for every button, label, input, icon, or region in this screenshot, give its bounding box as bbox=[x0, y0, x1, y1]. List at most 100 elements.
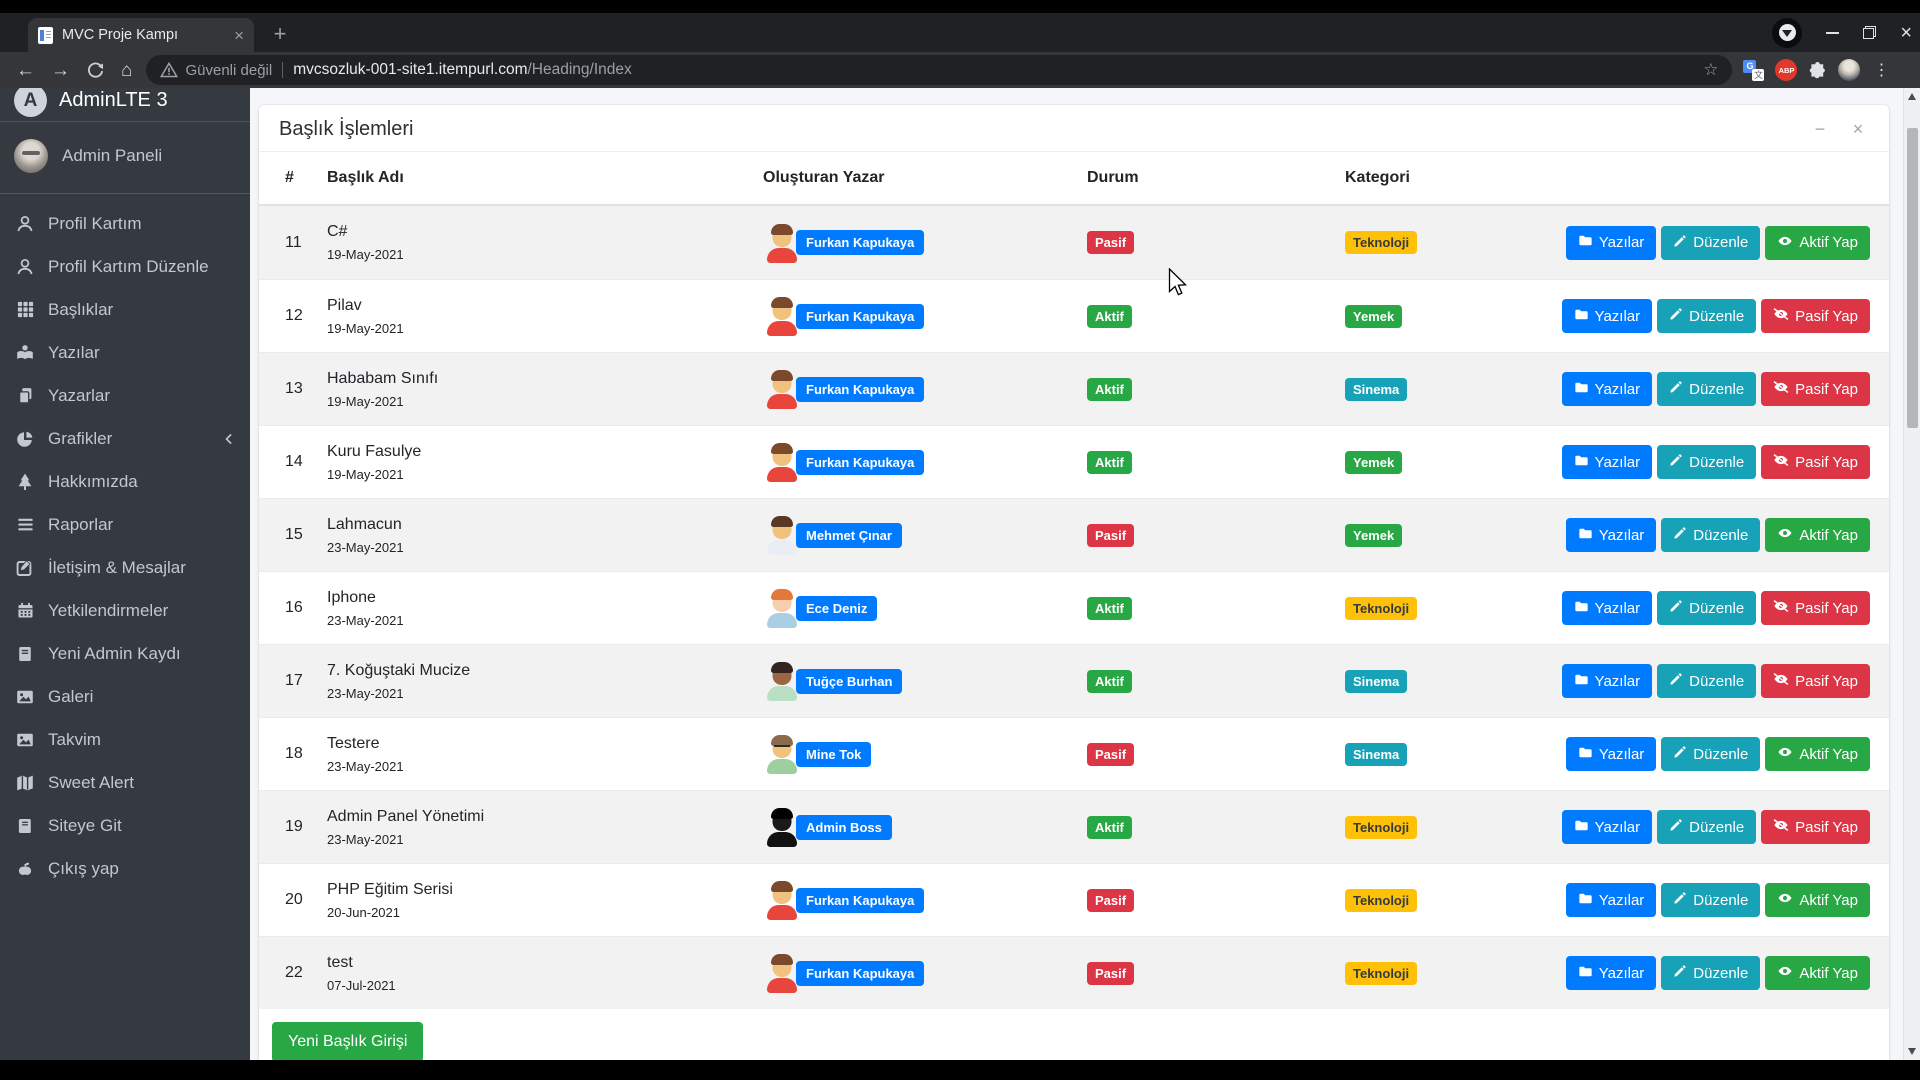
duzenle-button[interactable]: Düzenle bbox=[1661, 737, 1761, 771]
author-badge: Mine Tok bbox=[796, 741, 872, 767]
yazilar-button[interactable]: Yazılar bbox=[1561, 372, 1653, 406]
sidebar-item-takvim[interactable]: Takvim bbox=[0, 718, 250, 761]
yazilar-button[interactable]: Yazılar bbox=[1565, 737, 1657, 771]
duzenle-button[interactable]: Düzenle bbox=[1661, 883, 1761, 917]
scrollbar[interactable] bbox=[1903, 88, 1920, 1060]
row-date: 19-May-2021 bbox=[327, 320, 404, 336]
duzenle-button[interactable]: Düzenle bbox=[1657, 445, 1757, 479]
back-icon[interactable]: ← bbox=[16, 59, 35, 81]
window-minimize-button[interactable] bbox=[1826, 31, 1840, 34]
new-tab-button[interactable]: + bbox=[273, 21, 287, 46]
aktif-yap-button[interactable]: Aktif Yap bbox=[1765, 956, 1870, 990]
pasif-yap-button[interactable]: Pasif Yap bbox=[1761, 591, 1870, 625]
user-panel[interactable]: Admin Paneli bbox=[0, 122, 250, 194]
folder-icon bbox=[1574, 307, 1589, 326]
author-avatar bbox=[763, 953, 801, 993]
pasif-yap-button[interactable]: Pasif Yap bbox=[1761, 299, 1870, 333]
scroll-up-icon[interactable] bbox=[1908, 93, 1916, 100]
eye-slash-icon bbox=[1773, 671, 1789, 691]
browser-profile-avatar[interactable] bbox=[1838, 59, 1861, 81]
author-avatar bbox=[763, 807, 801, 847]
sidebar-item-raporlar[interactable]: Raporlar bbox=[0, 503, 250, 546]
sidebar-item-i-leti-im-mesajlar[interactable]: İletişim & Mesajlar bbox=[0, 546, 250, 589]
forward-icon[interactable]: → bbox=[51, 59, 70, 81]
tab-close-icon[interactable]: × bbox=[234, 25, 244, 45]
row-title: Testere bbox=[327, 734, 380, 752]
aktif-yap-button[interactable]: Aktif Yap bbox=[1765, 883, 1870, 917]
yazilar-button[interactable]: Yazılar bbox=[1565, 883, 1657, 917]
sidebar-item-hakk-m-zda[interactable]: Hakkımızda bbox=[0, 460, 250, 503]
sidebar-item-yaz-lar[interactable]: Yazılar bbox=[0, 331, 250, 374]
yazilar-button[interactable]: Yazılar bbox=[1565, 225, 1657, 260]
pasif-yap-button[interactable]: Pasif Yap bbox=[1761, 372, 1870, 406]
adblock-extension-icon[interactable]: ABP bbox=[1775, 59, 1798, 81]
sidebar-item-siteye-git[interactable]: Siteye Git bbox=[0, 804, 250, 847]
duzenle-button[interactable]: Düzenle bbox=[1657, 664, 1757, 698]
browser-menu-icon[interactable]: ⋮ bbox=[1873, 62, 1890, 79]
duzenle-button[interactable]: Düzenle bbox=[1657, 299, 1757, 333]
aktif-yap-button[interactable]: Aktif Yap bbox=[1765, 737, 1870, 771]
folder-icon bbox=[1578, 891, 1593, 910]
yazilar-button[interactable]: Yazılar bbox=[1561, 445, 1653, 479]
duzenle-button[interactable]: Düzenle bbox=[1657, 372, 1757, 406]
extensions-puzzle-icon[interactable] bbox=[1808, 61, 1827, 80]
duzenle-button[interactable]: Düzenle bbox=[1657, 591, 1757, 625]
duzenle-button[interactable]: Düzenle bbox=[1661, 225, 1761, 260]
browser-tabstrip: MVC Proje Kampı × + × bbox=[0, 13, 1920, 52]
home-icon[interactable]: ⌂ bbox=[121, 59, 133, 81]
card-minimize-icon[interactable]: − bbox=[1814, 119, 1826, 139]
sidebar-item-yeni-admin-kayd-[interactable]: Yeni Admin Kaydı bbox=[0, 632, 250, 675]
sidebar-item-ba-l-klar[interactable]: Başlıklar bbox=[0, 288, 250, 331]
pasif-yap-button[interactable]: Pasif Yap bbox=[1761, 810, 1870, 844]
security-warning-text[interactable]: Güvenli değil bbox=[185, 61, 273, 79]
table-row: 15 Lahmacun 23-May-2021 Mehmet Çınar Pas… bbox=[259, 498, 1889, 571]
sidebar-item-galeri[interactable]: Galeri bbox=[0, 675, 250, 718]
duzenle-button[interactable]: Düzenle bbox=[1661, 956, 1761, 990]
author-avatar bbox=[763, 515, 801, 555]
scroll-down-icon[interactable] bbox=[1908, 1048, 1916, 1055]
yazilar-button[interactable]: Yazılar bbox=[1565, 956, 1657, 990]
duzenle-button[interactable]: Düzenle bbox=[1661, 518, 1761, 552]
yazilar-button[interactable]: Yazılar bbox=[1561, 591, 1653, 625]
category-badge: Sinema bbox=[1345, 742, 1408, 766]
tree-icon bbox=[14, 472, 36, 492]
new-title-button[interactable]: Yeni Başlık Girişi bbox=[272, 1022, 424, 1060]
sidebar-item-sweet-alert[interactable]: Sweet Alert bbox=[0, 761, 250, 804]
sidebar-item-label: Profil Kartım Düzenle bbox=[48, 256, 209, 276]
address-bar[interactable]: Güvenli değil mvcsozluk-001-site1.itempu… bbox=[146, 55, 1733, 85]
yazilar-button[interactable]: Yazılar bbox=[1565, 518, 1657, 552]
sidebar-item--k-yap[interactable]: Çıkış yap bbox=[0, 847, 250, 890]
sidebar-item-label: İletişim & Mesajlar bbox=[48, 557, 186, 577]
recording-indicator-icon[interactable] bbox=[1772, 17, 1803, 48]
window-close-button[interactable]: × bbox=[1900, 21, 1912, 44]
reload-icon[interactable] bbox=[86, 61, 105, 80]
image-icon bbox=[14, 687, 36, 707]
card-close-icon[interactable]: × bbox=[1852, 119, 1864, 139]
sidebar-item-profil-kart-m[interactable]: Profil Kartım bbox=[0, 202, 250, 245]
scrollbar-thumb[interactable] bbox=[1907, 128, 1918, 428]
author-avatar bbox=[763, 442, 801, 482]
pencil-icon bbox=[1669, 672, 1683, 690]
sidebar-item-grafikler[interactable]: Grafikler bbox=[0, 417, 250, 460]
sidebar-item-yetkilendirmeler[interactable]: Yetkilendirmeler bbox=[0, 589, 250, 632]
translate-extension-icon[interactable]: G 文 bbox=[1743, 59, 1765, 81]
sidebar-item-label: Profil Kartım bbox=[48, 213, 142, 233]
browser-tab[interactable]: MVC Proje Kampı × bbox=[28, 18, 254, 52]
window-restore-button[interactable] bbox=[1863, 26, 1877, 39]
bookmark-star-icon[interactable]: ☆ bbox=[1703, 60, 1719, 79]
pasif-yap-button[interactable]: Pasif Yap bbox=[1761, 664, 1870, 698]
sidebar-item-yazarlar[interactable]: Yazarlar bbox=[0, 374, 250, 417]
row-title: Kuru Fasulye bbox=[327, 442, 422, 460]
letterbox-bottom bbox=[0, 1060, 1920, 1080]
pasif-yap-button[interactable]: Pasif Yap bbox=[1761, 445, 1870, 479]
yazilar-button[interactable]: Yazılar bbox=[1561, 664, 1653, 698]
yazilar-button[interactable]: Yazılar bbox=[1561, 810, 1653, 844]
author-avatar bbox=[763, 880, 801, 920]
aktif-yap-button[interactable]: Aktif Yap bbox=[1765, 225, 1870, 260]
sidebar-item-profil-kart-m-d-zenle[interactable]: Profil Kartım Düzenle bbox=[0, 245, 250, 288]
yazilar-button[interactable]: Yazılar bbox=[1561, 299, 1653, 333]
aktif-yap-button[interactable]: Aktif Yap bbox=[1765, 518, 1870, 552]
folder-icon bbox=[1578, 233, 1593, 252]
brand[interactable]: A AdminLTE 3 bbox=[0, 88, 250, 122]
duzenle-button[interactable]: Düzenle bbox=[1657, 810, 1757, 844]
